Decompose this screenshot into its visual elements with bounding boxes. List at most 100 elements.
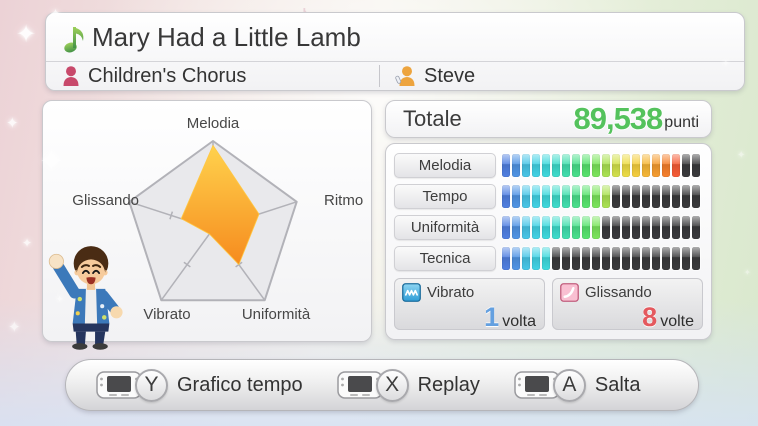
meter-segment-filled: [582, 154, 590, 177]
singer-1: Children's Chorus: [46, 65, 379, 88]
meter-segment-empty: [642, 216, 650, 239]
total-score-bar: Totale 89,538 punti: [385, 100, 712, 138]
meter-segments: [502, 216, 703, 239]
meter-segment-filled: [532, 185, 540, 208]
music-note-icon: [64, 26, 84, 52]
singer-divider: [379, 65, 380, 87]
meter-segment-filled: [602, 154, 610, 177]
sparkle-icon: ✦: [22, 236, 33, 250]
sparkle-icon: ✦: [8, 319, 21, 336]
glissando-slide-icon: [560, 283, 579, 302]
meter-segment-empty: [612, 185, 620, 208]
meter-segment-filled: [572, 154, 580, 177]
meter-segment-filled: [552, 185, 560, 208]
meter-segment-filled: [542, 154, 550, 177]
meter-segment-filled: [542, 216, 550, 239]
total-label: Totale: [403, 106, 462, 131]
meter-segment-filled: [622, 154, 630, 177]
meter-segment-empty: [652, 216, 660, 239]
meter-segment-filled: [572, 185, 580, 208]
meter-segment-filled: [652, 154, 660, 177]
chorus-singer-icon: [63, 66, 79, 86]
action-label: Salta: [594, 373, 641, 396]
glissando-unit: volte: [660, 313, 694, 330]
action-x[interactable]: X Replay: [336, 368, 480, 402]
meter-label: Tempo: [394, 184, 496, 209]
mii-avatar: [48, 246, 123, 350]
glissando-label: Glissando: [585, 284, 652, 301]
meter-segment-filled: [632, 154, 640, 177]
meter-segment-filled: [572, 216, 580, 239]
meter-segment-empty: [682, 185, 690, 208]
vibrato-wave-icon: [402, 283, 421, 302]
meter-segment-empty: [682, 247, 690, 270]
vibrato-count: 1: [484, 302, 500, 332]
meter-segment-empty: [692, 216, 700, 239]
meter-segment-filled: [642, 154, 650, 177]
action-label: Replay: [417, 373, 480, 396]
meter-segment-filled: [542, 247, 550, 270]
meter-segment-empty: [562, 247, 570, 270]
meter-segment-empty: [672, 185, 680, 208]
singer-name: Steve: [424, 64, 476, 87]
meter-segment-empty: [582, 247, 590, 270]
meter-segment-filled: [522, 216, 530, 239]
meter-segment-filled: [562, 154, 570, 177]
meter-segment-filled: [562, 185, 570, 208]
meter-segment-empty: [662, 247, 670, 270]
meter-segment-filled: [502, 216, 510, 239]
meter-label: Tecnica: [394, 246, 496, 271]
meter-segment-filled: [602, 185, 610, 208]
action-a[interactable]: A Salta: [514, 368, 641, 402]
action-y[interactable]: Y Grafico tempo: [96, 368, 303, 402]
meter-segment-empty: [642, 185, 650, 208]
meter-segment-filled: [562, 216, 570, 239]
meter-segment-filled: [502, 154, 510, 177]
total-score-value: 89,538: [573, 101, 663, 136]
vibrato-stat-box: Vibrato 1 volta: [394, 278, 545, 332]
meter-segment-filled: [552, 154, 560, 177]
sparkle-icon: ✦: [6, 115, 19, 132]
meter-segment-filled: [592, 185, 600, 208]
gamepad-icon: [336, 371, 383, 399]
meter-segment-filled: [532, 247, 540, 270]
radar-axis-label: Vibrato: [143, 306, 191, 323]
total-score-unit: punti: [664, 114, 699, 131]
meter-segment-empty: [692, 154, 700, 177]
meter-segment-filled: [542, 185, 550, 208]
meter-segment-filled: [612, 154, 620, 177]
meter-row-uniformità: Uniformità: [394, 214, 703, 241]
meter-row-tempo: Tempo: [394, 183, 703, 210]
action-bar: Y Grafico tempo X Replay A Salta: [65, 359, 699, 411]
meter-segment-filled: [582, 216, 590, 239]
meter-segment-empty: [602, 216, 610, 239]
button-badge-x: X: [375, 368, 409, 402]
radar-axis-label: Uniformità: [241, 306, 311, 323]
sparkle-icon: ✦: [737, 150, 746, 161]
gamepad-icon: [514, 371, 560, 399]
meter-segment-empty: [612, 216, 620, 239]
singer-2: Steve: [380, 65, 475, 88]
song-title-row: Mary Had a Little Lamb: [46, 13, 744, 62]
song-header-card: Mary Had a Little Lamb Children's Chorus…: [45, 12, 745, 91]
meter-segment-empty: [682, 154, 690, 177]
meter-segment-empty: [572, 247, 580, 270]
meter-segment-filled: [662, 154, 670, 177]
meter-segment-empty: [662, 216, 670, 239]
vibrato-unit: volta: [502, 313, 536, 330]
sparkle-icon: ✦: [744, 268, 751, 277]
meter-segment-empty: [622, 216, 630, 239]
gamepad-icon: [96, 371, 142, 399]
meter-segment-empty: [692, 247, 700, 270]
meter-segment-empty: [672, 247, 680, 270]
meter-segments: [502, 247, 703, 270]
mic-singer-icon: [395, 66, 415, 86]
singers-row: Children's Chorus Steve: [46, 62, 744, 90]
meter-segment-filled: [592, 216, 600, 239]
meter-segment-filled: [522, 185, 530, 208]
glissando-count: 8: [642, 302, 658, 332]
singer-name: Children's Chorus: [88, 64, 247, 87]
meter-row-tecnica: Tecnica: [394, 245, 703, 272]
radar-axis-label: Glissando: [72, 192, 139, 209]
meter-rows: Melodia Tempo Uniformità Tecnica: [394, 152, 703, 276]
